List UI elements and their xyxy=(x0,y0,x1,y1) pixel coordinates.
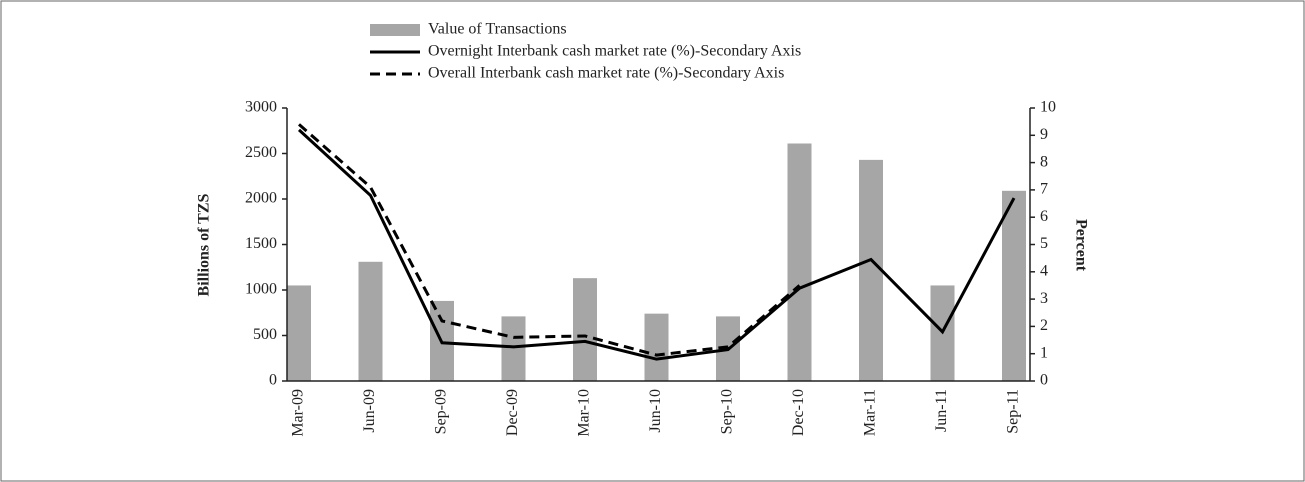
y2-axis-title: Percent xyxy=(1072,219,1089,272)
bar xyxy=(859,159,883,381)
y2-tick-label: 0 xyxy=(1040,372,1048,389)
x-tick-label: Mar-10 xyxy=(576,389,593,437)
bar xyxy=(787,143,812,381)
x-tick-label: Sep-11 xyxy=(1005,389,1022,434)
y-tick-label: 500 xyxy=(253,326,277,343)
bar xyxy=(358,261,383,381)
bar xyxy=(573,278,597,381)
y-tick-label: 1500 xyxy=(245,235,277,252)
y2-tick-label: 3 xyxy=(1040,290,1048,307)
x-tick-label: Mar-09 xyxy=(290,389,307,437)
y-axis-title: Billions of TZS xyxy=(196,193,213,296)
y2-tick-label: 6 xyxy=(1040,208,1048,225)
x-tick-label: Sep-10 xyxy=(719,389,736,434)
x-tick-label: Dec-09 xyxy=(504,389,521,436)
x-tick-label: Sep-09 xyxy=(433,389,450,434)
bar xyxy=(501,316,526,381)
bar xyxy=(644,313,669,381)
legend-label: Value of Transactions xyxy=(428,21,567,38)
y2-tick-label: 4 xyxy=(1040,262,1048,279)
y-tick-label: 0 xyxy=(269,372,277,389)
y2-tick-label: 1 xyxy=(1040,344,1048,361)
y2-tick-label: 8 xyxy=(1040,153,1048,170)
y2-tick-label: 7 xyxy=(1040,181,1048,198)
y2-tick-label: 2 xyxy=(1040,317,1048,334)
y2-tick-label: 9 xyxy=(1040,126,1048,143)
x-tick-label: Jun-10 xyxy=(647,389,664,433)
bar xyxy=(1002,190,1026,381)
x-tick-label: Jun-11 xyxy=(933,389,950,432)
y-tick-label: 3000 xyxy=(245,99,277,116)
x-tick-label: Jun-09 xyxy=(361,389,378,433)
y2-tick-label: 10 xyxy=(1040,99,1056,116)
y-tick-label: 1000 xyxy=(245,281,277,298)
legend-swatch xyxy=(370,24,420,36)
line-series xyxy=(297,128,1016,361)
legend-label: Overall Interbank cash market rate (%)-S… xyxy=(428,65,784,82)
y2-tick-label: 5 xyxy=(1040,235,1048,252)
bar xyxy=(287,285,311,381)
x-tick-label: Mar-11 xyxy=(862,389,879,436)
y-tick-label: 2500 xyxy=(245,144,277,161)
x-tick-label: Dec-10 xyxy=(790,389,807,436)
legend-label: Overnight Interbank cash market rate (%)… xyxy=(428,43,801,60)
y-tick-label: 2000 xyxy=(245,190,277,207)
line-series xyxy=(298,123,801,357)
